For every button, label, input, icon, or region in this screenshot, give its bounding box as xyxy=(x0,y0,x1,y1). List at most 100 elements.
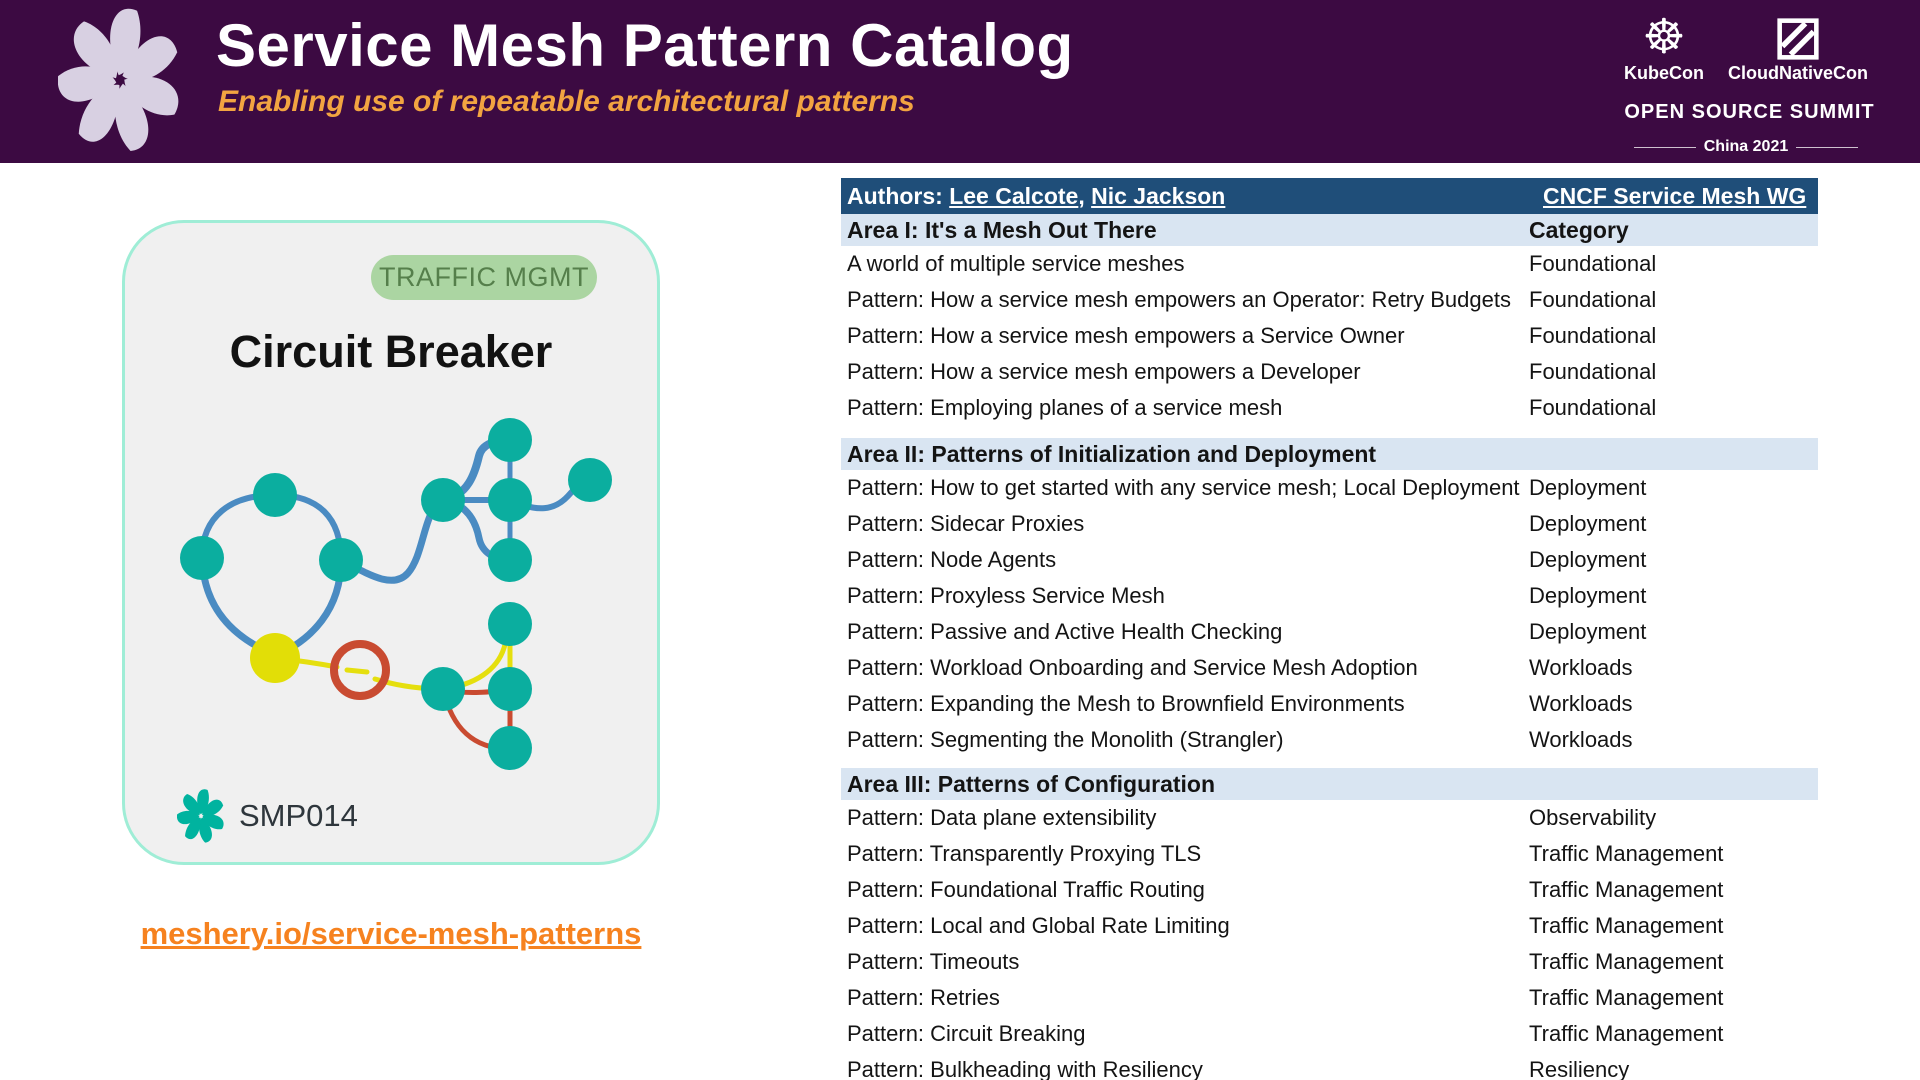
kubecon-label: KubeCon xyxy=(1624,63,1704,83)
pattern-cell: Pattern: Bulkheading with Resiliency xyxy=(847,1057,1203,1080)
pattern-cell: Pattern: Circuit Breaking xyxy=(847,1021,1086,1046)
edition-line-left xyxy=(1633,146,1696,148)
mesh-node xyxy=(488,667,532,711)
circuit-breaker-diagram xyxy=(180,418,612,770)
pattern-cell: Pattern: How a service mesh empowers a D… xyxy=(847,359,1361,384)
pattern-cell: Pattern: Employing planes of a service m… xyxy=(847,395,1283,420)
section-header: Area I: It's a Mesh Out There Category xyxy=(841,214,1818,246)
category-cell: Foundational xyxy=(1529,395,1657,420)
category-cell: Foundational xyxy=(1529,251,1657,276)
table-row: Pattern: Segmenting the Monolith (Strang… xyxy=(841,722,1818,758)
table-row: Pattern: Data plane extensibility Observa… xyxy=(841,800,1818,836)
category-cell: Deployment xyxy=(1529,475,1647,500)
pattern-cell: Pattern: Local and Global Rate Limiting xyxy=(847,913,1230,938)
section-title: Area III: Patterns of Configuration xyxy=(847,770,1216,797)
mesh-node xyxy=(421,478,465,522)
table-row: Pattern: Timeouts Traffic Management xyxy=(841,944,1818,980)
table-header: Authors: Lee Calcote, Nic Jackson CNCF S… xyxy=(841,178,1818,214)
mesh-node xyxy=(253,473,297,517)
table-row: Pattern: Bulkheading with Resiliency Resi… xyxy=(841,1052,1818,1080)
cloudnativecon-icon xyxy=(1777,18,1819,60)
edition-label: China 2021 xyxy=(1703,138,1789,155)
table-row: Pattern: How to get started with any ser… xyxy=(841,470,1818,506)
table-row: Pattern: Employing planes of a service m… xyxy=(841,390,1818,426)
mesh-node xyxy=(488,538,532,582)
pattern-cell: Pattern: Sidecar Proxies xyxy=(847,511,1085,536)
category-cell: Deployment xyxy=(1529,619,1647,644)
mesh-node xyxy=(488,478,532,522)
category-cell: Traffic Management xyxy=(1529,949,1724,974)
pattern-cell: Pattern: Foundational Traffic Routing xyxy=(847,877,1205,902)
table-row: Pattern: Local and Global Rate Limiting T… xyxy=(841,908,1818,944)
page-subtitle: Enabling use of repeatable architectural… xyxy=(218,85,915,118)
meshery-link[interactable]: meshery.io/service-mesh-patterns xyxy=(140,916,642,951)
edition-row: China 2021 xyxy=(1626,138,1866,156)
table-row: Pattern: Foundational Traffic Routing Tra… xyxy=(841,872,1818,908)
mesh-node xyxy=(421,667,465,711)
conference-logos: ☸ KubeCon CloudNativeCon OPEN SO xyxy=(1624,10,1874,156)
category-cell: Workloads xyxy=(1529,691,1633,716)
edition-line-right xyxy=(1796,146,1859,148)
table-row: Pattern: Retries Traffic Management xyxy=(841,980,1818,1016)
pattern-cell: Pattern: Timeouts xyxy=(847,949,1020,974)
authors-line: Authors: Lee Calcote, Nic Jackson xyxy=(847,182,1226,209)
mesh-node xyxy=(319,538,363,582)
pattern-cell: Pattern: Node Agents xyxy=(847,547,1057,572)
pattern-table-body: Area I: It's a Mesh Out There Category A w… xyxy=(841,214,1818,1080)
table-row: Pattern: Circuit Breaking Traffic Managem… xyxy=(841,1016,1818,1052)
mesh-node xyxy=(488,418,532,462)
table-row: Pattern: Sidecar Proxies Deployment xyxy=(841,506,1818,542)
pattern-card: TRAFFIC MGMT Circuit Breaker SMP014 xyxy=(122,220,660,865)
section-header: Area II: Patterns of Initialization and … xyxy=(841,438,1818,470)
mesh-node xyxy=(568,458,612,502)
category-cell: Resiliency xyxy=(1529,1057,1630,1080)
cncf-wg-link[interactable]: CNCF Service Mesh WG xyxy=(1543,182,1807,209)
category-cell: Deployment xyxy=(1529,547,1647,572)
category-cell: Foundational xyxy=(1529,359,1657,384)
author-link[interactable]: Lee Calcote xyxy=(949,182,1079,209)
header-titles: Service Mesh Pattern Catalog Enabling us… xyxy=(216,8,1074,119)
category-cell: Workloads xyxy=(1529,727,1633,752)
page-title: Service Mesh Pattern Catalog xyxy=(216,12,1074,79)
category-cell: Deployment xyxy=(1529,583,1647,608)
category-badge: TRAFFIC MGMT xyxy=(371,255,597,300)
author-link[interactable]: Nic Jackson xyxy=(1091,182,1226,209)
pattern-cell: Pattern: Data plane extensibility xyxy=(847,805,1157,830)
pattern-id: SMP014 xyxy=(239,798,358,833)
category-cell: Foundational xyxy=(1529,287,1657,312)
table-row: Pattern: Passive and Active Health Check… xyxy=(841,614,1818,650)
kubecon-logo: ☸ KubeCon xyxy=(1624,13,1704,84)
category-cell: Traffic Management xyxy=(1529,985,1724,1010)
table-row: Pattern: Node Agents Deployment xyxy=(841,542,1818,578)
table-row: Pattern: How a service mesh empowers a D… xyxy=(841,354,1818,390)
table-row: Pattern: How a service mesh empowers an … xyxy=(841,282,1818,318)
open-source-summit-label: OPEN SOURCE SUMMIT xyxy=(1624,100,1875,123)
meshery-logo-icon xyxy=(58,8,182,152)
category-cell: Traffic Management xyxy=(1529,841,1724,866)
pattern-cell: Pattern: Workload Onboarding and Service… xyxy=(847,655,1418,680)
pattern-cell: Pattern: Transparently Proxying TLS xyxy=(847,841,1202,866)
category-column-header: Category xyxy=(1529,216,1629,243)
category-cell: Observability xyxy=(1529,805,1657,830)
pattern-title: Circuit Breaker xyxy=(229,326,553,377)
category-cell: Traffic Management xyxy=(1529,877,1724,902)
category-cell: Traffic Management xyxy=(1529,913,1724,938)
category-cell: Foundational xyxy=(1529,323,1657,348)
pattern-cell: Pattern: How a service mesh empowers a S… xyxy=(847,323,1405,348)
broken-circuit-ring xyxy=(330,640,390,700)
table-row: Pattern: Workload Onboarding and Service… xyxy=(841,650,1818,686)
open-source-summit-logo: OPEN SOURCE SUMMIT xyxy=(1624,92,1873,132)
pattern-cell: Pattern: How to get started with any ser… xyxy=(847,475,1520,500)
section-gap xyxy=(841,426,1818,438)
category-cell: Deployment xyxy=(1529,511,1647,536)
pattern-cell: Pattern: Retries xyxy=(847,985,1000,1010)
section-header: Area III: Patterns of Configuration xyxy=(841,768,1818,800)
tripped-node xyxy=(250,633,300,683)
section-gap xyxy=(841,758,1818,768)
table-row: Pattern: How a service mesh empowers a S… xyxy=(841,318,1818,354)
pattern-cell: Pattern: Segmenting the Monolith (Strang… xyxy=(847,727,1284,752)
category-cell: Traffic Management xyxy=(1529,1021,1724,1046)
mesh-edge xyxy=(344,667,370,675)
header-bar: Service Mesh Pattern Catalog Enabling us… xyxy=(0,0,1920,163)
